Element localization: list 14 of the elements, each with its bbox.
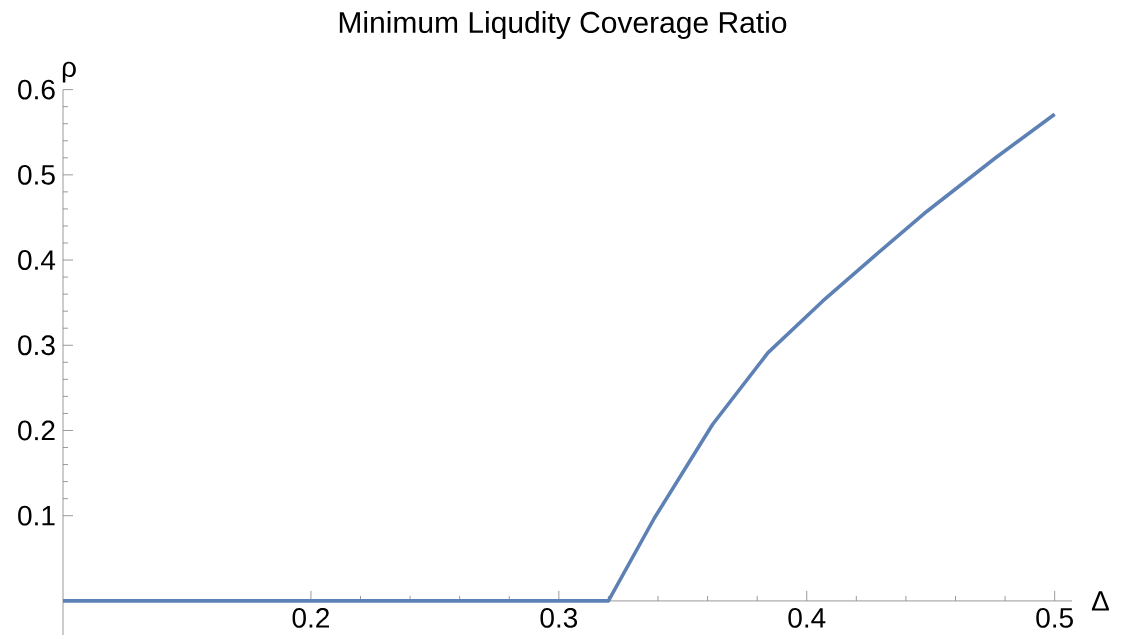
x-tick-label: 0.2 — [292, 607, 329, 628]
x-axis-title: Δ — [1091, 591, 1109, 611]
x-tick-label: 0.5 — [1036, 607, 1073, 628]
line-series — [61, 112, 1057, 603]
y-tick-label: 0.1 — [18, 505, 55, 526]
y-axis-title: ρ — [62, 61, 76, 83]
x-tick-label: 0.3 — [540, 607, 578, 628]
y-tick-label: 0.6 — [18, 79, 55, 100]
y-tick-label: 0.3 — [18, 335, 55, 356]
chart-title: Minimum Liqudity Coverage Ratio — [339, 11, 787, 40]
y-tick-label: 0.4 — [18, 250, 56, 270]
y-tick-label: 0.2 — [18, 420, 55, 441]
y-tick-label: 0.5 — [18, 164, 55, 185]
x-tick-label: 0.4 — [788, 607, 826, 628]
